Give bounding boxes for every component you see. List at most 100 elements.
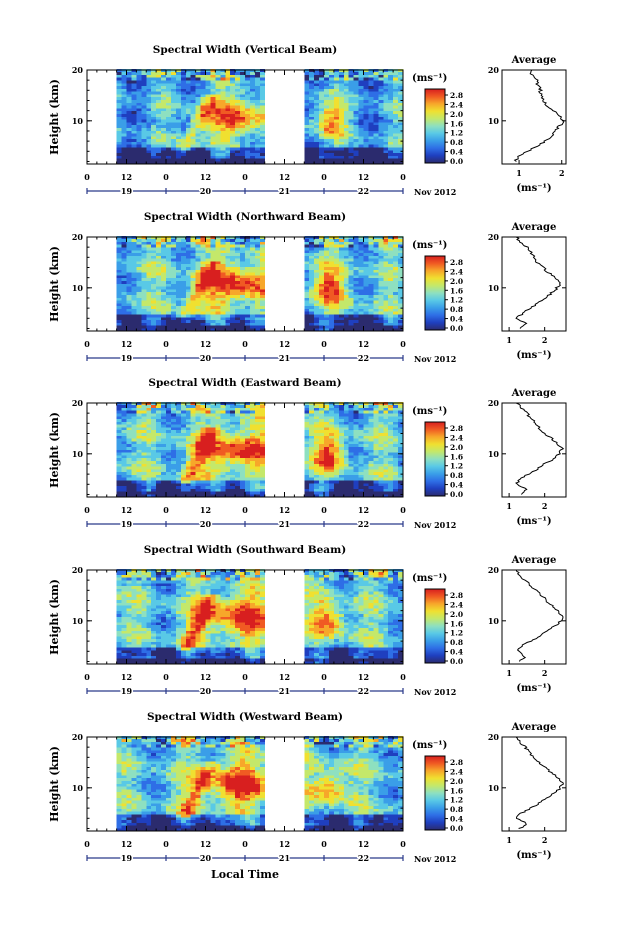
heatmap-cell: [324, 247, 330, 251]
heatmap-cell: [141, 460, 147, 464]
heatmap-cell: [131, 305, 137, 309]
heatmap-cell: [205, 283, 211, 287]
heatmap-cell: [240, 266, 246, 270]
heatmap-cell: [151, 452, 157, 456]
heatmap-cell: [240, 161, 246, 165]
heatmap-cell: [338, 452, 344, 456]
heatmap-cell: [156, 300, 162, 304]
heatmap-cell: [136, 294, 142, 298]
heatmap-cell: [240, 80, 246, 84]
heatmap-cell: [348, 69, 354, 73]
heatmap-cell: [200, 136, 206, 140]
heatmap-cell: [170, 150, 177, 154]
heatmap-cell: [314, 96, 320, 100]
heatmap-cell: [259, 80, 265, 84]
heatmap-cell: [220, 238, 226, 242]
heatmap-cell: [230, 96, 236, 100]
colorbar-unit: (ms⁻¹): [412, 73, 447, 84]
heatmap-cell: [200, 252, 206, 256]
heatmap-cell: [136, 300, 142, 304]
heatmap-cell: [126, 308, 132, 312]
heatmap-cell: [220, 488, 226, 492]
heatmap-cell: [319, 480, 325, 484]
heatmap-cell: [195, 402, 201, 406]
heatmap-cell: [161, 88, 167, 92]
heatmap-cell: [249, 250, 256, 254]
heatmap-cell: [215, 494, 221, 498]
heatmap-cell: [254, 127, 261, 131]
y-tick-label: 10: [72, 283, 84, 293]
heatmap-cell: [170, 463, 177, 467]
heatmap-cell: [131, 252, 137, 256]
heatmap-cell: [383, 314, 389, 318]
heatmap-cell: [333, 127, 340, 131]
heatmap-cell: [388, 252, 394, 256]
heatmap-cell: [245, 258, 251, 262]
heatmap-cell: [180, 485, 186, 489]
heatmap-cell: [368, 147, 374, 151]
heatmap-cell: [175, 308, 182, 312]
heatmap-cell: [333, 83, 340, 87]
heatmap-cell: [141, 236, 147, 240]
heatmap-cell: [146, 404, 152, 408]
heatmap-cell: [141, 477, 147, 481]
heatmap-cell: [324, 250, 330, 254]
heatmap-cell: [116, 402, 122, 406]
heatmap-cell: [254, 402, 261, 406]
heatmap-cell: [304, 429, 310, 433]
heatmap-cell: [240, 300, 246, 304]
heatmap-cell: [348, 119, 354, 123]
heatmap-cell: [151, 269, 157, 273]
heatmap-cell: [240, 113, 246, 117]
heatmap-cell: [383, 119, 389, 123]
heatmap-cell: [319, 158, 325, 162]
heatmap-cell: [225, 485, 231, 489]
heatmap-cell: [156, 305, 162, 309]
heatmap-cell: [333, 469, 340, 473]
heatmap-cell: [116, 308, 122, 312]
heatmap-cell: [121, 275, 127, 279]
heatmap-cell: [185, 300, 191, 304]
average-x-label: (ms⁻¹): [516, 183, 551, 194]
heatmap-cell: [353, 291, 359, 295]
heatmap-cell: [131, 244, 137, 248]
heatmap-cell: [151, 255, 157, 259]
heatmap-cell: [373, 328, 379, 332]
heatmap-cell: [314, 424, 320, 428]
heatmap-cell: [230, 463, 236, 467]
heatmap-cell: [225, 113, 231, 117]
heatmap-cell: [175, 250, 182, 254]
heatmap-cell: [205, 303, 211, 307]
heatmap-cell: [328, 303, 335, 307]
heatmap-cell: [363, 244, 369, 248]
heatmap-cell: [195, 69, 201, 73]
heatmap-cell: [259, 155, 265, 159]
heatmap-cell: [121, 102, 127, 106]
heatmap-cell: [116, 471, 122, 475]
heatmap-cell: [131, 471, 137, 475]
heatmap-cell: [180, 236, 186, 240]
heatmap-cell: [259, 113, 265, 117]
heatmap-cell: [378, 305, 384, 309]
heatmap-cell: [393, 266, 399, 270]
heatmap-cell: [378, 96, 384, 100]
heatmap-cell: [195, 158, 201, 162]
heatmap-cell: [388, 138, 394, 142]
heatmap-cell: [388, 263, 394, 267]
heatmap-cell: [170, 255, 177, 259]
heatmap-cell: [353, 141, 359, 145]
heatmap-cell: [205, 410, 211, 414]
heatmap-cell: [220, 116, 226, 120]
heatmap-cell: [146, 303, 152, 307]
heatmap-cell: [240, 238, 246, 242]
heatmap-cell: [200, 266, 206, 270]
heatmap-cell: [190, 85, 196, 89]
average-profile-line: [515, 236, 561, 329]
heatmap-cell: [348, 141, 354, 145]
heatmap-cell: [190, 119, 196, 123]
heatmap-cell: [249, 416, 256, 420]
heatmap-cell: [363, 328, 369, 332]
heatmap-cell: [230, 494, 236, 498]
heatmap-cell: [225, 308, 231, 312]
heatmap-cell: [175, 124, 182, 128]
